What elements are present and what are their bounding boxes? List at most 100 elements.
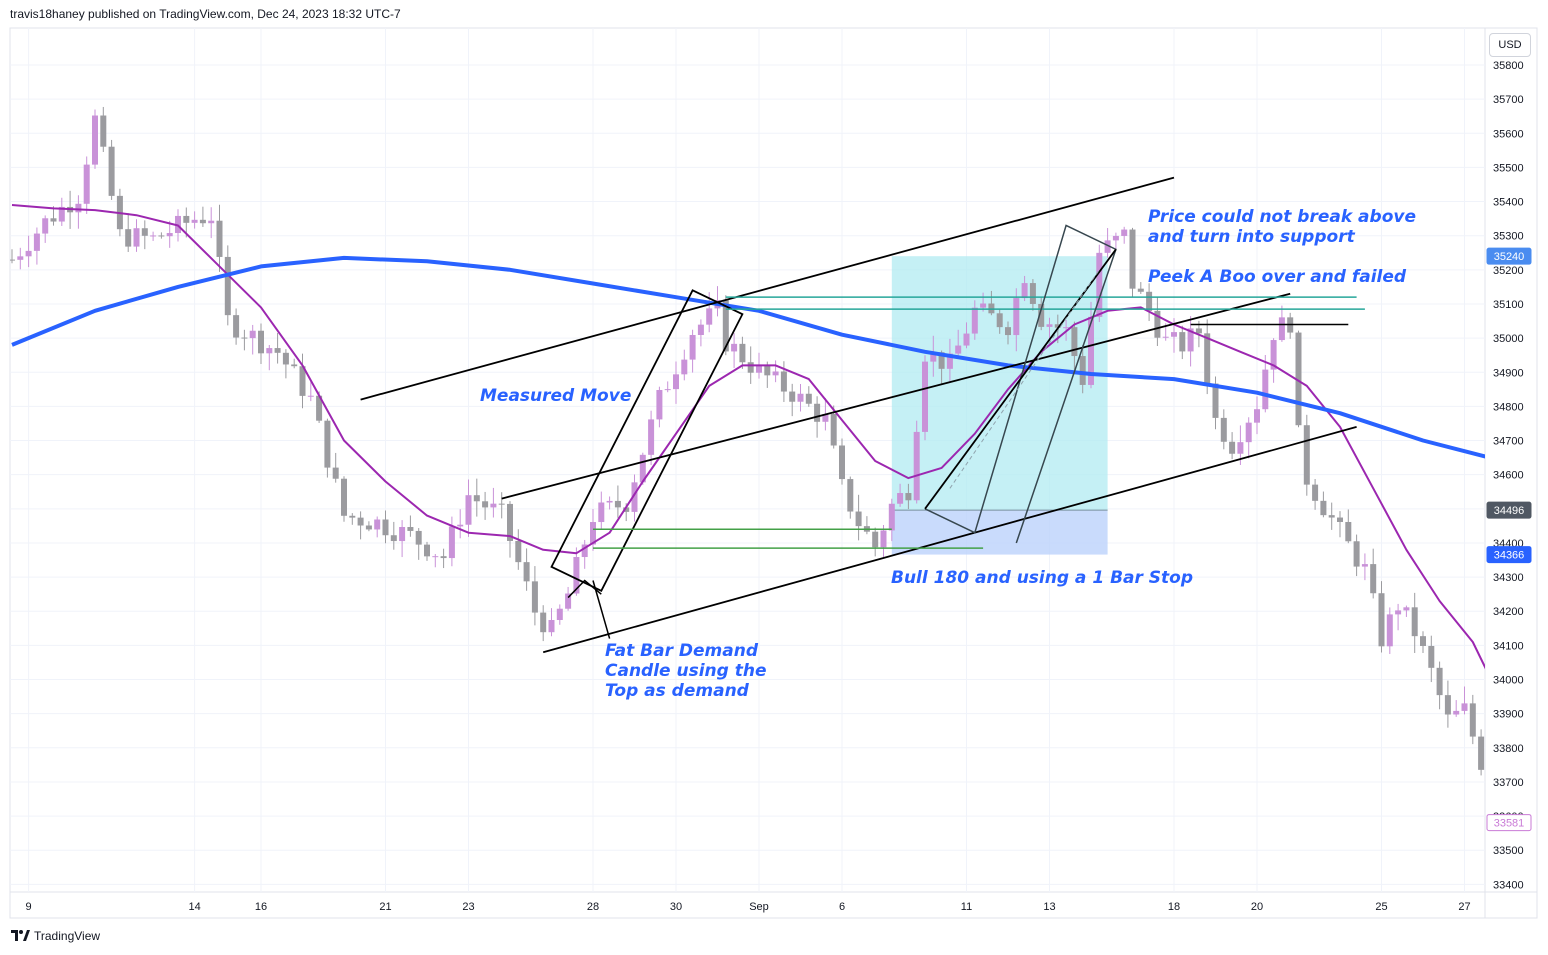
candle-body	[1345, 521, 1352, 542]
candle-body	[938, 352, 945, 369]
candle-body	[33, 233, 40, 251]
price-axis[interactable]: 3340033500336003370033800339003400034100…	[1486, 60, 1532, 891]
bull-180-channel	[924, 224, 1117, 544]
candle-body	[1071, 327, 1078, 357]
candle-body	[1046, 324, 1053, 327]
candle-body	[1088, 316, 1094, 385]
candle-body	[1245, 422, 1252, 443]
time-tick-label: 21	[379, 901, 391, 913]
price-badge-bg	[1486, 247, 1532, 265]
candle-body	[1112, 235, 1119, 241]
candle-body	[673, 374, 679, 390]
time-tick-label: 18	[1168, 901, 1180, 913]
candle-body	[648, 419, 655, 455]
candle-body	[598, 502, 605, 523]
time-tick-label: 11	[961, 901, 972, 913]
candle-body	[141, 228, 148, 236]
candle-body	[722, 300, 729, 352]
candle-body	[1171, 332, 1177, 337]
candle-body	[1220, 417, 1227, 442]
candle-body	[1444, 695, 1451, 715]
price-tick-label: 35600	[1493, 128, 1524, 140]
price-tick-label: 35800	[1493, 60, 1524, 72]
candle-body	[473, 495, 480, 502]
time-tick-label: 30	[670, 901, 682, 913]
candle-body	[1312, 484, 1319, 501]
candle-body	[1021, 283, 1028, 299]
grid	[10, 28, 1485, 892]
candle-body	[805, 393, 812, 404]
candle-body	[1096, 252, 1103, 317]
candle-body	[1262, 369, 1269, 410]
candle-body	[1104, 240, 1111, 253]
candle-body	[465, 495, 472, 525]
price-tick-label: 34200	[1493, 606, 1524, 618]
time-tick-label: 23	[462, 901, 474, 913]
candle-body	[374, 519, 381, 530]
candle-body	[233, 315, 240, 338]
time-axis[interactable]: 9 14 16 21 23 28 30 Sep 6 11 13 18 20 25 27	[26, 901, 1471, 913]
candle-body	[440, 556, 447, 559]
price-tick-label: 35500	[1493, 162, 1524, 174]
candle-body	[830, 413, 837, 446]
candle-body	[573, 557, 580, 594]
candle-body	[92, 115, 98, 165]
currency-label[interactable]: USD	[1489, 33, 1531, 57]
price-tick-label: 33500	[1493, 845, 1524, 857]
time-tick-label: 9	[26, 901, 32, 913]
price-tick-label: 33900	[1493, 709, 1524, 721]
candles	[10, 106, 1485, 776]
candle-body	[25, 250, 32, 257]
candle-body	[1337, 517, 1343, 522]
candle-body	[216, 220, 223, 257]
price-badge: 33581	[1486, 814, 1532, 832]
candle-body	[731, 343, 738, 352]
candle-body	[930, 352, 937, 362]
candle-body	[1353, 541, 1360, 567]
candle-body	[324, 420, 331, 468]
price-tick-label: 35000	[1493, 333, 1524, 345]
candle-body	[1005, 327, 1011, 336]
annotation-text: Measured Move	[480, 386, 631, 406]
candle-body	[772, 371, 779, 376]
candle-body	[814, 403, 821, 422]
candle-body	[133, 228, 140, 247]
candle-body	[880, 530, 887, 548]
candle-body	[1204, 333, 1211, 384]
price-tick-label: 35400	[1493, 197, 1524, 209]
candle-body	[1162, 336, 1169, 338]
candle-body	[697, 324, 704, 335]
candle-body	[1237, 442, 1244, 454]
footer-brand[interactable]: TradingView	[10, 929, 100, 943]
candle-body	[183, 215, 190, 223]
time-tick-label: 27	[1458, 901, 1470, 913]
price-badge: 34366	[1486, 546, 1532, 564]
candle-body	[839, 445, 845, 480]
price-tick-label: 35200	[1493, 265, 1524, 277]
candle-body	[108, 146, 115, 196]
candle-body	[1013, 298, 1020, 336]
candle-body	[1129, 229, 1136, 289]
candle-body	[996, 313, 1003, 328]
time-tick-label: 25	[1375, 901, 1387, 913]
candle-body	[1146, 291, 1153, 311]
candle-body	[1478, 736, 1485, 770]
candle-body	[1179, 332, 1186, 352]
candle-body	[17, 256, 24, 260]
annotation-text: Fat Bar Demand	[605, 641, 759, 661]
candle-body	[10, 259, 15, 261]
time-tick-label: 20	[1251, 901, 1263, 913]
candle-body	[664, 389, 671, 391]
candle-body	[50, 218, 57, 222]
candle-body	[922, 361, 928, 432]
candle-body	[739, 343, 746, 363]
candle-body	[208, 220, 215, 224]
bull-180-leg	[924, 248, 1117, 510]
price-tick-label: 34700	[1493, 436, 1524, 448]
time-tick-label: 14	[188, 901, 200, 913]
candle-body	[1395, 610, 1402, 615]
annotation-text: and turn into support	[1148, 227, 1356, 247]
candle-body	[357, 517, 364, 526]
